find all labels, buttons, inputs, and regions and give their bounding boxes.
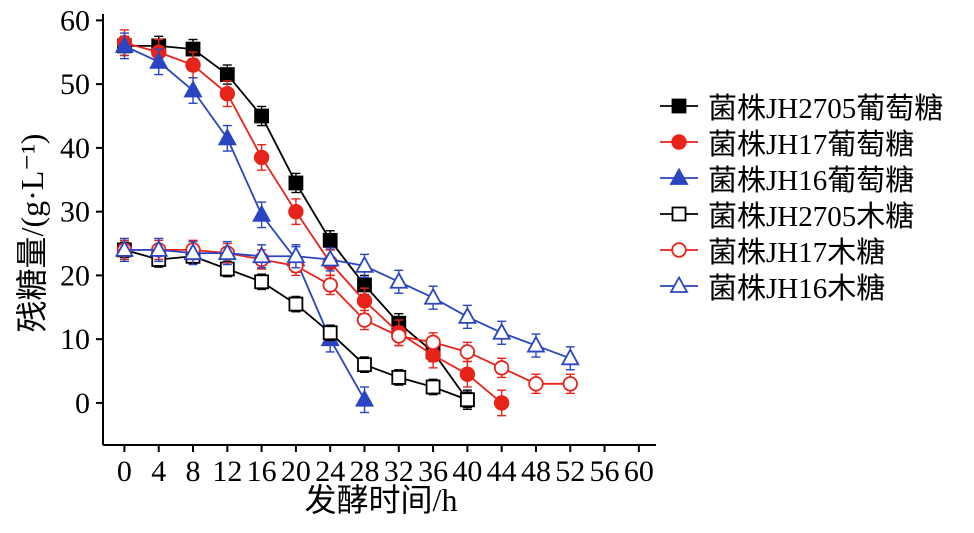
legend-label: 菌株JH16木糖 [708,273,886,305]
x-tick-label: 36 [418,455,448,488]
series-triangle-filled [114,32,375,414]
series-circle-filled [116,29,510,417]
legend-label: 菌株JH17木糖 [708,237,886,269]
x-tick-label: 56 [590,455,620,488]
legend-item: 菌株JH2705木糖 [658,196,943,233]
legend-square-open-marker-icon [660,206,698,222]
x-tick-label: 52 [555,455,585,488]
legend-item: 菌株JH17葡萄糖 [658,124,943,161]
y-tick-label: 10 [60,323,90,356]
x-tick-label: 4 [151,455,166,488]
y-axis-title: 残糖量/(g·L⁻¹) [14,133,50,333]
legend-item: 菌株JH2705葡萄糖 [658,88,944,125]
legend-label: 菌株JH17葡萄糖 [708,129,915,161]
legend-square-filled-marker-icon [660,98,698,114]
y-tick-label: 20 [60,259,90,292]
y-tick-label: 30 [60,196,90,229]
legend-circle-open-marker-icon [660,242,698,258]
x-tick-label: 48 [521,455,551,488]
x-tick-label: 32 [384,455,414,488]
legend-item: 菌株JH16木糖 [658,268,943,305]
x-axis-title: 发酵时间/h [304,482,458,518]
x-tick-label: 16 [247,455,277,488]
legend-triangle-filled-marker-icon [660,167,698,185]
series-triangle-open [114,237,580,371]
legend-triangle-open-marker-icon [660,275,698,293]
y-tick-label: 60 [60,4,90,37]
y-tick-label: 50 [60,68,90,101]
x-tick-label: 0 [117,455,132,488]
legend-item: 菌株JH16葡萄糖 [658,160,943,197]
x-tick-label: 8 [186,455,201,488]
legend-label: 菌株JH2705葡萄糖 [708,93,944,125]
x-tick-label: 40 [452,455,482,488]
legend-label: 菌株JH2705木糖 [708,201,915,233]
x-tick-label: 28 [349,455,379,488]
x-tick-label: 12 [212,455,242,488]
legend: 菌株JH2705葡萄糖 菌株JH17葡萄糖 菌株JH16葡萄糖 菌株JH2705木糖菌… [658,88,944,305]
x-tick-label: 44 [487,455,517,488]
legend-circle-filled-marker-icon [660,134,698,150]
y-tick-label: 0 [75,387,90,420]
legend-item: 菌株JH17木糖 [658,232,943,269]
y-tick-label: 40 [60,132,90,165]
x-tick-label: 24 [315,455,345,488]
x-tick-label: 20 [281,455,311,488]
x-tick-label: 60 [624,455,654,488]
legend-label: 菌株JH16葡萄糖 [708,165,915,197]
